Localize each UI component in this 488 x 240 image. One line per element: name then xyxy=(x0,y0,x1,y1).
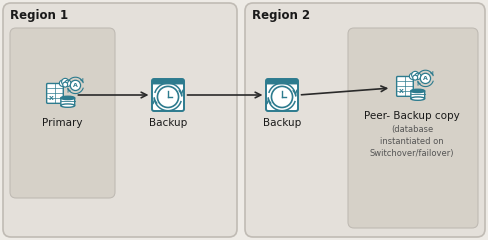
FancyBboxPatch shape xyxy=(152,79,184,111)
Circle shape xyxy=(271,86,293,108)
Circle shape xyxy=(63,82,68,87)
FancyBboxPatch shape xyxy=(266,79,298,84)
Circle shape xyxy=(60,80,66,86)
Text: Peer- Backup copy: Peer- Backup copy xyxy=(364,111,460,121)
FancyBboxPatch shape xyxy=(348,28,478,228)
FancyBboxPatch shape xyxy=(47,84,63,103)
FancyBboxPatch shape xyxy=(266,79,298,111)
Ellipse shape xyxy=(411,89,425,93)
FancyBboxPatch shape xyxy=(245,3,485,237)
Circle shape xyxy=(158,86,179,108)
Text: X: X xyxy=(399,90,404,95)
Text: (database
instantiated on
Switchover/failover): (database instantiated on Switchover/fai… xyxy=(370,125,454,158)
Text: A: A xyxy=(73,83,78,88)
Text: Primary: Primary xyxy=(42,118,82,128)
FancyBboxPatch shape xyxy=(61,98,75,106)
FancyBboxPatch shape xyxy=(10,28,115,198)
Text: Backup: Backup xyxy=(263,118,301,128)
Circle shape xyxy=(70,80,81,90)
FancyBboxPatch shape xyxy=(411,91,425,99)
FancyBboxPatch shape xyxy=(3,3,237,237)
Circle shape xyxy=(420,73,430,84)
Ellipse shape xyxy=(61,96,75,100)
Text: Region 1: Region 1 xyxy=(10,10,68,23)
Circle shape xyxy=(413,75,418,80)
FancyBboxPatch shape xyxy=(397,77,413,96)
Circle shape xyxy=(61,78,69,85)
Text: Region 2: Region 2 xyxy=(252,10,310,23)
Text: X: X xyxy=(49,96,54,102)
Circle shape xyxy=(65,80,71,86)
Text: A: A xyxy=(423,76,428,81)
FancyBboxPatch shape xyxy=(152,79,184,84)
Circle shape xyxy=(415,73,421,79)
Ellipse shape xyxy=(411,97,425,100)
Text: Backup: Backup xyxy=(149,118,187,128)
Ellipse shape xyxy=(61,104,75,107)
Circle shape xyxy=(411,71,419,78)
Circle shape xyxy=(409,73,416,79)
